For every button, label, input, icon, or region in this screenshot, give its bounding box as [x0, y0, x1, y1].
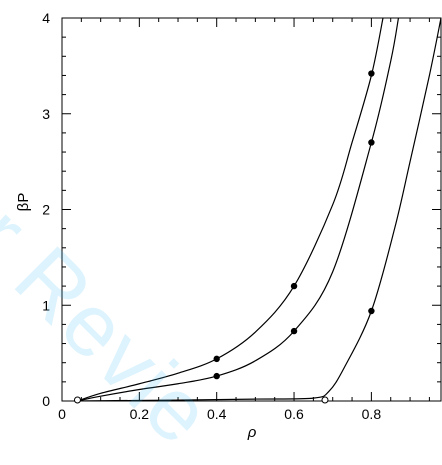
- y-ticks: 0 1 2 3 4: [42, 10, 441, 409]
- series-line-1: [77, 18, 384, 401]
- data-point: [290, 282, 298, 290]
- data-point: [368, 70, 375, 77]
- y-tick-label: 0: [42, 393, 50, 409]
- y-axis-label: βP: [15, 193, 32, 212]
- x-axis-label: ρ: [247, 424, 257, 441]
- x-tick-label: 0.2: [130, 406, 150, 422]
- chart: 0 0.2 0.4 0.6 0.8 0 1 2 3 4 ρ βP: [15, 10, 442, 441]
- x-tick-label: 0: [58, 406, 66, 422]
- axes: [61, 17, 442, 402]
- series-line-2: [77, 18, 400, 401]
- curves: [77, 18, 441, 401]
- y-tick-label: 1: [42, 297, 50, 313]
- series-line-3: [77, 18, 441, 401]
- open-point: [73, 396, 81, 404]
- y-tick-label: 2: [42, 202, 50, 218]
- x-tick-label: 0.4: [207, 406, 227, 422]
- y-tick-label: 4: [42, 10, 50, 26]
- open-point: [321, 396, 329, 404]
- x-tick-label: 0.8: [362, 406, 382, 422]
- y-tick-label: 3: [42, 106, 50, 122]
- data-point: [368, 307, 375, 315]
- data-point: [290, 327, 298, 335]
- plot-frame: [61, 17, 442, 402]
- data-point: [368, 139, 375, 146]
- markers: [73, 70, 375, 404]
- data-point: [213, 355, 220, 363]
- x-ticks: 0 0.2 0.4 0.6 0.8: [58, 18, 430, 422]
- data-point: [213, 372, 220, 380]
- x-tick-label: 0.6: [284, 406, 304, 422]
